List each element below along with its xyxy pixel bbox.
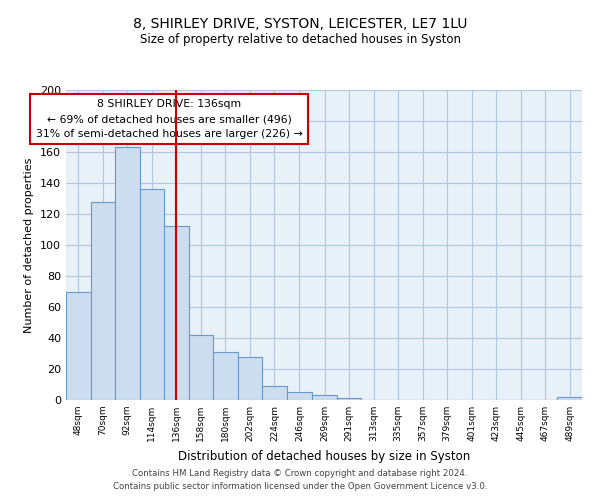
Bar [262, 386, 287, 400]
Y-axis label: Number of detached properties: Number of detached properties [25, 158, 34, 332]
Bar [188, 335, 213, 400]
Bar [213, 352, 238, 400]
Bar [312, 396, 337, 400]
Bar [238, 356, 262, 400]
Bar [557, 397, 582, 400]
Bar [337, 398, 361, 400]
Bar [66, 292, 91, 400]
Text: Contains HM Land Registry data © Crown copyright and database right 2024.: Contains HM Land Registry data © Crown c… [132, 468, 468, 477]
Bar [140, 189, 164, 400]
Text: 8, SHIRLEY DRIVE, SYSTON, LEICESTER, LE7 1LU: 8, SHIRLEY DRIVE, SYSTON, LEICESTER, LE7… [133, 18, 467, 32]
X-axis label: Distribution of detached houses by size in Syston: Distribution of detached houses by size … [178, 450, 470, 462]
Bar [115, 148, 140, 400]
Text: 8 SHIRLEY DRIVE: 136sqm
← 69% of detached houses are smaller (496)
31% of semi-d: 8 SHIRLEY DRIVE: 136sqm ← 69% of detache… [36, 100, 302, 139]
Bar [287, 392, 312, 400]
Bar [91, 202, 115, 400]
Text: Size of property relative to detached houses in Syston: Size of property relative to detached ho… [139, 32, 461, 46]
Bar [164, 226, 188, 400]
Text: Contains public sector information licensed under the Open Government Licence v3: Contains public sector information licen… [113, 482, 487, 491]
